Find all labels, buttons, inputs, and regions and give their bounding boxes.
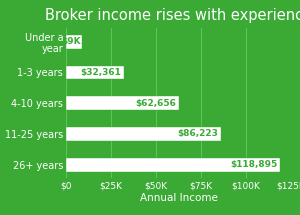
X-axis label: Annual Income: Annual Income <box>140 193 218 203</box>
Bar <box>66 158 280 172</box>
Text: $32,361: $32,361 <box>81 68 122 77</box>
Title: Broker income rises with experience: Broker income rises with experience <box>45 8 300 23</box>
Text: $86,223: $86,223 <box>178 129 218 138</box>
Bar <box>66 96 179 110</box>
Bar <box>66 66 124 79</box>
Text: $9K: $9K <box>62 37 81 46</box>
Bar <box>66 35 82 49</box>
Y-axis label: Years of experience in real estate: Years of experience in real estate <box>0 27 1 179</box>
Bar <box>66 127 221 141</box>
Text: $118,895: $118,895 <box>230 160 277 169</box>
Text: $62,656: $62,656 <box>135 99 176 108</box>
